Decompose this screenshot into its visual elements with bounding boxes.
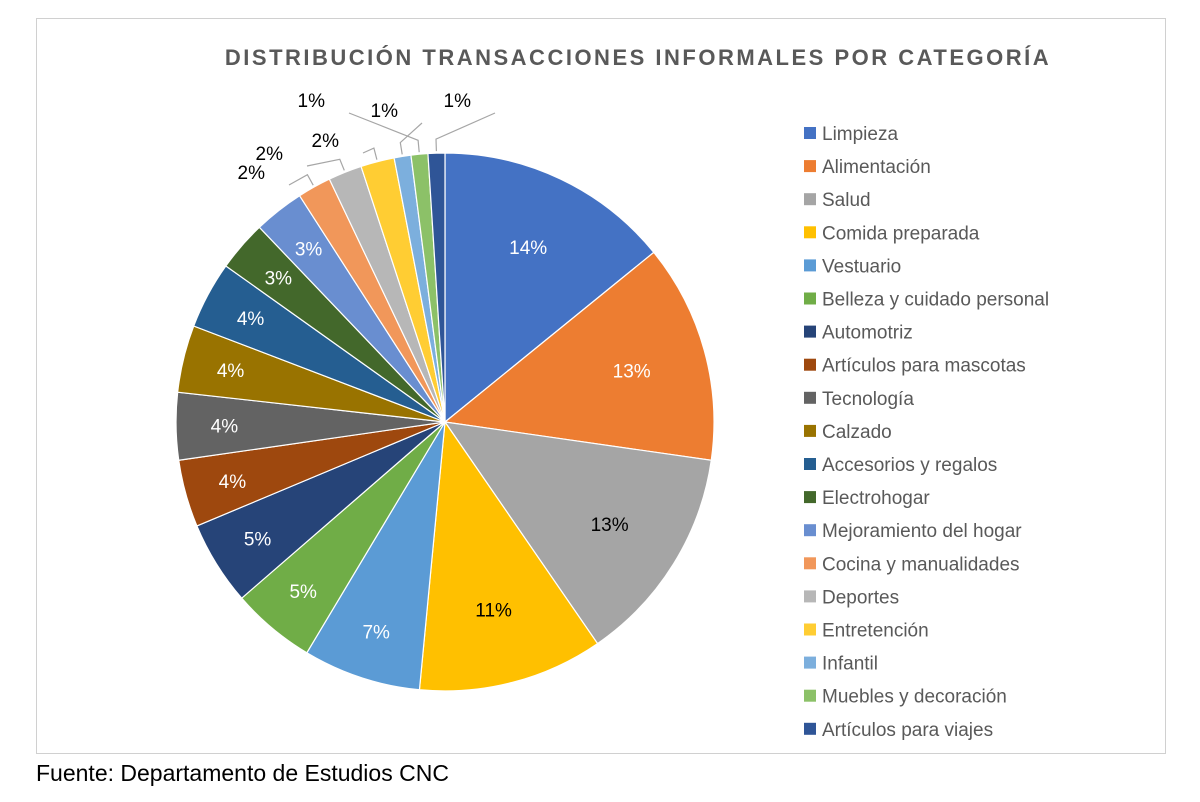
data-label-vestuario: 7% xyxy=(362,623,390,644)
pie-slice-comida-preparada xyxy=(418,420,599,692)
chart-frame: DISTRIBUCIÓN TRANSACCIONES INFORMALES PO… xyxy=(36,18,1166,754)
legend-swatch-articulos-para-viajes xyxy=(804,722,816,735)
data-label-articulos-para-mascotas: 4% xyxy=(219,472,247,493)
legend-swatch-articulos-para-mascotas xyxy=(804,358,816,371)
data-label-automotriz: 5% xyxy=(244,529,272,550)
legend-swatch-muebles-y-decoracion xyxy=(804,689,816,702)
legend-swatch-mejoramiento-del-hogar xyxy=(804,524,816,537)
pie-chart: DISTRIBUCIÓN TRANSACCIONES INFORMALES PO… xyxy=(175,45,1051,741)
leader-line-articulos-para-viajes xyxy=(435,112,496,152)
legend-swatch-limpieza xyxy=(804,127,816,139)
legend-label-vestuario: Vestuario xyxy=(822,256,901,277)
legend-label-belleza-y-cuidado-personal: Belleza y cuidado personal xyxy=(822,290,1049,311)
legend-label-limpieza: Limpieza xyxy=(822,124,898,145)
legend-swatch-salud xyxy=(804,193,816,206)
legend-label-calzado: Calzado xyxy=(822,422,892,443)
legend-swatch-comida-preparada xyxy=(804,226,816,239)
legend-swatch-deportes xyxy=(804,590,816,603)
legend-swatch-vestuario xyxy=(804,259,816,272)
data-label-deportes: 2% xyxy=(256,144,284,165)
legend-label-tecnologia: Tecnología xyxy=(822,389,914,410)
legend-swatch-belleza-y-cuidado-personal xyxy=(804,292,816,305)
pie-slice-articulos-para-viajes xyxy=(427,152,446,423)
legend-label-comida-preparada: Comida preparada xyxy=(822,223,980,244)
data-label-accesorios-y-regalos: 4% xyxy=(237,309,265,330)
legend-swatch-calzado xyxy=(804,424,816,437)
data-label-belleza-y-cuidado-personal: 5% xyxy=(289,582,317,603)
data-label-calzado: 4% xyxy=(217,361,245,382)
legend-label-mejoramiento-del-hogar: Mejoramiento del hogar xyxy=(822,521,1022,542)
legend-swatch-automotriz xyxy=(804,325,816,338)
data-label-limpieza: 14% xyxy=(509,238,547,259)
legend-label-salud: Salud xyxy=(822,190,871,211)
legend-label-articulos-para-viajes: Artículos para viajes xyxy=(822,720,993,741)
source-note: Fuente: Departamento de Estudios CNC xyxy=(36,760,449,786)
leader-line-cocina-y-manualidades xyxy=(288,173,314,186)
legend-label-automotriz: Automotriz xyxy=(822,323,913,344)
legend-label-deportes: Deportes xyxy=(822,587,899,608)
data-label-entretencion: 2% xyxy=(312,131,340,152)
legend: Limpieza Alimentación Salud Comida preparad… xyxy=(804,124,1049,741)
data-label-infantil: 1% xyxy=(371,101,399,122)
legend-swatch-cocina-y-manualidades xyxy=(804,557,816,570)
leader-line-muebles-y-decoracion xyxy=(348,112,420,153)
chart-title: DISTRIBUCIÓN TRANSACCIONES INFORMALES PO… xyxy=(225,45,1051,70)
leader-line-deportes xyxy=(306,158,345,171)
legend-label-entretencion: Entretención xyxy=(822,621,929,642)
data-label-articulos-para-viajes: 1% xyxy=(444,91,472,112)
leader-line-entretencion xyxy=(362,147,378,160)
pie-slice-vestuario xyxy=(305,421,446,691)
legend-swatch-entretencion xyxy=(804,623,816,636)
data-labels: 14%13%13%11%7%5%5%4%4%4%4%3%3%2%2%2%1%1%… xyxy=(211,91,651,644)
legend-swatch-tecnologia xyxy=(804,391,816,404)
pie-slice-limpieza xyxy=(444,152,655,424)
pie-slice-salud xyxy=(443,421,712,645)
legend-label-muebles-y-decoracion: Muebles y decoración xyxy=(822,687,1007,708)
legend-label-articulos-para-mascotas: Artículos para mascotas xyxy=(822,356,1026,377)
legend-label-cocina-y-manualidades: Cocina y manualidades xyxy=(822,554,1020,575)
data-label-salud: 13% xyxy=(591,515,629,536)
data-label-muebles-y-decoracion: 1% xyxy=(298,91,326,112)
legend-swatch-accesorios-y-regalos xyxy=(804,458,816,470)
legend-label-alimentacion: Alimentación xyxy=(822,157,931,178)
data-label-mejoramiento-del-hogar: 3% xyxy=(295,240,323,261)
data-label-cocina-y-manualidades: 2% xyxy=(238,163,266,184)
legend-label-electrohogar: Electrohogar xyxy=(822,488,930,509)
data-label-comida-preparada: 11% xyxy=(475,601,512,622)
pie-slices xyxy=(175,152,715,692)
legend-swatch-electrohogar xyxy=(804,491,816,504)
leader-line-infantil xyxy=(399,122,423,155)
pie-slice-alimentacion xyxy=(443,251,715,461)
legend-label-infantil: Infantil xyxy=(822,654,878,675)
legend-swatch-infantil xyxy=(804,656,816,669)
data-label-tecnologia: 4% xyxy=(211,417,239,438)
legend-swatch-alimentacion xyxy=(804,160,816,173)
legend-label-accesorios-y-regalos: Accesorios y regalos xyxy=(822,455,997,476)
data-label-alimentacion: 13% xyxy=(613,361,651,382)
data-label-electrohogar: 3% xyxy=(265,269,293,290)
